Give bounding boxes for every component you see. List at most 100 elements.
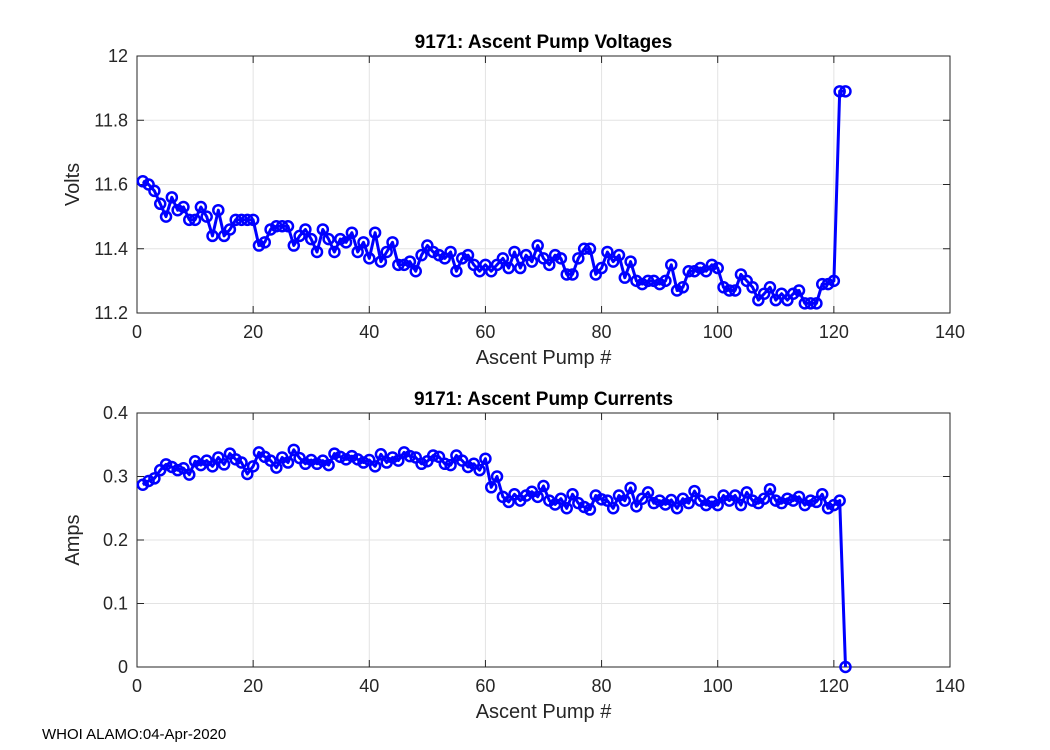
x-tick-label: 80 bbox=[592, 676, 612, 696]
data-point bbox=[159, 458, 173, 471]
y-tick-label: 0 bbox=[118, 657, 128, 677]
data-point bbox=[560, 268, 573, 281]
data-point bbox=[815, 488, 829, 501]
data-point bbox=[188, 213, 202, 227]
data-point bbox=[734, 498, 748, 512]
data-point bbox=[183, 468, 196, 481]
data-point bbox=[212, 203, 225, 217]
y-tick-label: 11.8 bbox=[94, 110, 128, 130]
data-point bbox=[827, 274, 841, 288]
data-point bbox=[798, 297, 812, 310]
x-tick-label: 80 bbox=[592, 322, 612, 342]
data-point bbox=[502, 495, 515, 509]
data-point bbox=[392, 258, 405, 272]
data-point bbox=[728, 284, 742, 297]
data-point bbox=[769, 494, 783, 507]
data-point bbox=[322, 232, 335, 246]
data-point bbox=[374, 255, 388, 268]
data-point bbox=[833, 494, 846, 507]
data-point bbox=[270, 220, 283, 233]
data-point bbox=[177, 200, 190, 214]
y-tick-label: 11.2 bbox=[94, 303, 128, 323]
data-point bbox=[246, 460, 260, 473]
x-tick-label: 140 bbox=[935, 676, 965, 696]
data-point bbox=[444, 458, 457, 472]
data-point bbox=[711, 498, 724, 512]
data-point bbox=[577, 500, 591, 514]
voltage-plot: 0 20 40 60 80 100 120 140 11.2 11.4 11.6 11.8 12 9171… bbox=[62, 32, 965, 369]
data-point bbox=[543, 258, 556, 272]
data-point bbox=[206, 229, 219, 243]
data-point bbox=[281, 220, 295, 233]
data-point bbox=[479, 452, 492, 465]
data-point bbox=[728, 489, 742, 502]
data-point bbox=[624, 481, 637, 495]
data-point bbox=[368, 460, 382, 473]
data-point bbox=[659, 274, 672, 288]
data-point bbox=[723, 284, 736, 297]
data-point bbox=[316, 223, 330, 236]
data-point bbox=[601, 245, 614, 259]
data-point bbox=[514, 261, 527, 275]
data-point bbox=[258, 236, 272, 249]
data-point bbox=[241, 467, 254, 481]
data-point bbox=[595, 493, 608, 506]
data-point bbox=[380, 245, 393, 259]
y-axis-label: Amps bbox=[62, 514, 84, 565]
x-tick-label: 120 bbox=[819, 676, 849, 696]
data-point bbox=[560, 502, 573, 515]
data-point bbox=[171, 463, 184, 477]
data-point bbox=[601, 494, 614, 507]
data-point bbox=[374, 448, 388, 461]
x-tick-label: 100 bbox=[703, 676, 733, 696]
data-point bbox=[665, 493, 678, 507]
y-axis-label: Volts bbox=[62, 163, 84, 206]
data-point bbox=[444, 245, 457, 259]
data-point bbox=[531, 490, 544, 504]
y-tick-label: 0.4 bbox=[103, 403, 128, 423]
data-point bbox=[153, 197, 167, 211]
data-point bbox=[531, 239, 544, 252]
data-point bbox=[804, 494, 817, 507]
data-point bbox=[235, 456, 248, 469]
data-point bbox=[345, 226, 359, 239]
data-point bbox=[641, 486, 655, 499]
data-point bbox=[229, 213, 242, 227]
data-point bbox=[624, 255, 637, 268]
data-point bbox=[357, 236, 370, 249]
data-point bbox=[339, 236, 353, 249]
data-point bbox=[711, 261, 724, 275]
data-point bbox=[554, 252, 568, 265]
data-point bbox=[740, 486, 753, 499]
data-point bbox=[363, 252, 376, 265]
data-point bbox=[583, 503, 597, 516]
data-point bbox=[415, 457, 428, 471]
data-point bbox=[148, 472, 161, 485]
data-point bbox=[275, 220, 289, 233]
chart-title: 9171: Ascent Pump Currents bbox=[414, 389, 673, 410]
data-point bbox=[246, 213, 260, 227]
data-point bbox=[484, 481, 498, 494]
data-point bbox=[792, 490, 806, 504]
data-point bbox=[804, 297, 817, 310]
data-point bbox=[200, 210, 213, 223]
y-tick-label: 11.6 bbox=[94, 175, 128, 195]
data-point bbox=[508, 245, 521, 259]
data-point bbox=[502, 261, 515, 275]
data-point bbox=[746, 494, 759, 507]
data-point bbox=[810, 495, 823, 509]
data-point bbox=[618, 271, 632, 284]
data-point bbox=[473, 463, 486, 477]
data-point bbox=[368, 226, 382, 239]
data-point bbox=[386, 236, 399, 249]
data-point bbox=[833, 85, 846, 98]
data-point bbox=[839, 85, 852, 98]
y-tick-label: 0.1 bbox=[103, 594, 128, 614]
data-point bbox=[839, 660, 852, 674]
x-tick-label: 60 bbox=[475, 322, 495, 342]
data-point bbox=[612, 248, 626, 262]
data-point bbox=[554, 492, 568, 505]
data-point bbox=[351, 245, 364, 259]
data-point bbox=[223, 223, 237, 236]
